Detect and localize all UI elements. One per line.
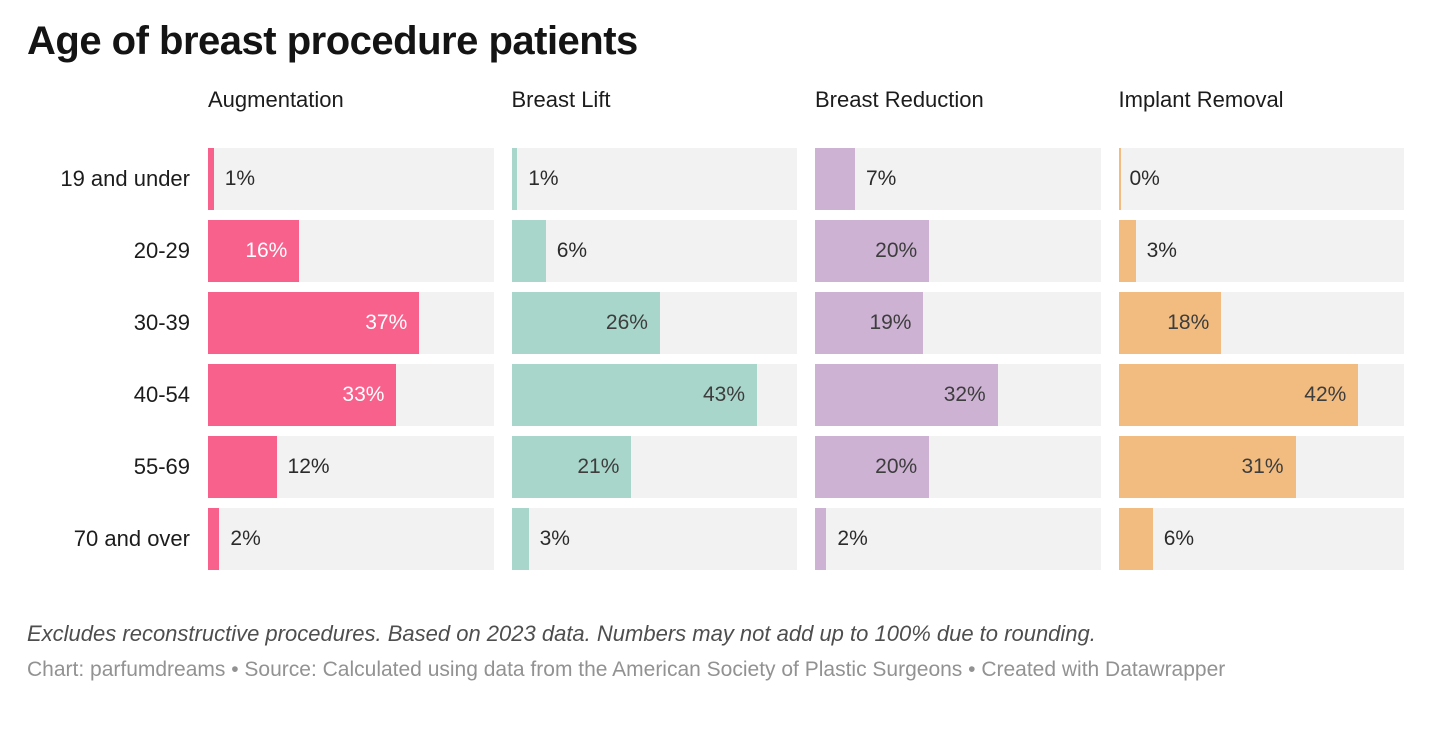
bar-value-label: 7% (865, 167, 897, 190)
bar-track: 0% (1118, 148, 1404, 210)
bar-track: 16% (208, 220, 494, 282)
bar: 37% (208, 292, 420, 354)
chart-grid-corner (27, 88, 190, 138)
chart-title: Age of breast procedure patients (27, 19, 638, 63)
bar (815, 148, 855, 210)
bar-value-label: 31% (1241, 455, 1284, 478)
bar (208, 436, 277, 498)
bar-track: 20% (815, 436, 1101, 498)
bar-value-label: 21% (577, 455, 620, 478)
bar-value-label: 3% (539, 527, 570, 550)
bar-value-label: 6% (1163, 527, 1195, 550)
bar-track: 43% (511, 364, 797, 426)
column-header: Implant Removal (1118, 87, 1284, 112)
bar-value-label: 0% (1129, 167, 1160, 190)
bar-track: 37% (208, 292, 494, 354)
bar-value-label: 37% (365, 311, 408, 334)
row-label: 19 and under (60, 166, 190, 191)
bar-track: 19% (815, 292, 1101, 354)
bar-value-label: 18% (1167, 311, 1210, 334)
bar: 21% (511, 436, 632, 498)
bar-value-label: 12% (287, 455, 330, 478)
bar: 33% (208, 364, 397, 426)
bar-track: 20% (815, 220, 1101, 282)
bar (511, 508, 529, 570)
bar-track: 33% (208, 364, 494, 426)
row-label: 20-29 (133, 238, 190, 263)
bar-value-label: 1% (224, 167, 256, 190)
bar: 18% (1118, 292, 1222, 354)
bar-track: 7% (815, 148, 1101, 210)
bar-track: 42% (1118, 364, 1404, 426)
bar-value-label: 1% (528, 167, 559, 190)
footer-note: Excludes reconstructive procedures. Base… (27, 621, 1096, 646)
row-label: 70 and over (73, 526, 190, 551)
bar: 31% (1118, 436, 1296, 498)
chart-grid: Augmentation Breast Lift Breast Reduction I… (27, 88, 1404, 570)
bar-track: 6% (511, 220, 797, 282)
bar: 42% (1118, 364, 1359, 426)
bar: 26% (511, 292, 660, 354)
bar-value-label: 20% (875, 455, 918, 478)
bar-track: 31% (1118, 436, 1404, 498)
bar (511, 148, 518, 210)
bar-track: 12% (208, 436, 494, 498)
column-header: Breast Lift (511, 87, 611, 112)
bar-track: 18% (1118, 292, 1404, 354)
bar-track: 2% (208, 508, 494, 570)
bar-track: 21% (511, 436, 797, 498)
bar-track: 2% (815, 508, 1101, 570)
row-label: 30-39 (133, 310, 190, 335)
bar (1118, 220, 1136, 282)
bar-value-label: 19% (869, 311, 912, 334)
bar: 16% (208, 220, 300, 282)
bar (511, 220, 546, 282)
bar: 43% (511, 364, 758, 426)
bar (208, 508, 220, 570)
column-header: Augmentation (208, 87, 344, 112)
bar-value-label: 26% (605, 311, 648, 334)
column-header: Breast Reduction (815, 87, 984, 112)
bar-track: 1% (208, 148, 494, 210)
bar-track: 32% (815, 364, 1101, 426)
bar-value-label: 33% (342, 383, 385, 406)
bar-track: 26% (511, 292, 797, 354)
row-label: 55-69 (133, 454, 190, 479)
bar-value-label: 3% (1146, 239, 1177, 262)
bar-track: 3% (1118, 220, 1404, 282)
bar-value-label: 32% (943, 383, 986, 406)
bar-value-label: 2% (837, 527, 868, 550)
bar-track: 6% (1118, 508, 1404, 570)
row-label: 40-54 (133, 382, 190, 407)
bar-value-label: 42% (1304, 383, 1347, 406)
bar (1118, 508, 1153, 570)
bar-value-label: 6% (556, 239, 588, 262)
bar: 19% (815, 292, 924, 354)
bar-value-label: 16% (245, 239, 288, 262)
bar: 20% (815, 436, 930, 498)
bar (815, 508, 827, 570)
footer-byline: Chart: parfumdreams • Source: Calculated… (27, 658, 1226, 681)
bar-track: 1% (511, 148, 797, 210)
bar-value-label: 20% (875, 239, 918, 262)
bar: 20% (815, 220, 930, 282)
bar-track: 3% (511, 508, 797, 570)
bar (1118, 148, 1121, 210)
bar-value-label: 2% (230, 527, 261, 550)
bar-value-label: 43% (702, 383, 746, 406)
bar (208, 148, 214, 210)
bar: 32% (815, 364, 998, 426)
